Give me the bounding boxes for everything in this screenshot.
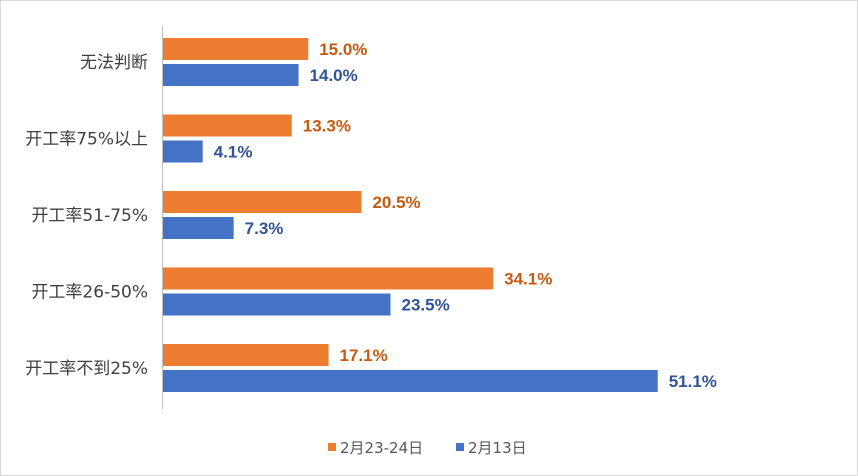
category-label: 开工率不到25% bbox=[25, 359, 148, 379]
category-label: 开工率26-50% bbox=[31, 283, 148, 303]
data-label: 17.1% bbox=[340, 346, 388, 365]
bar-feb13-1 bbox=[163, 140, 203, 163]
bar-feb23-24-2 bbox=[163, 191, 362, 213]
data-label: 7.3% bbox=[245, 219, 284, 238]
bar-feb13-0 bbox=[163, 64, 299, 86]
data-label: 51.1% bbox=[669, 372, 717, 391]
legend-swatch bbox=[328, 443, 336, 451]
category-label: 无法判断 bbox=[80, 53, 148, 73]
data-label: 13.3% bbox=[303, 117, 351, 136]
category-label: 开工率75%以上 bbox=[25, 130, 148, 150]
category-label: 开工率51-75% bbox=[31, 206, 148, 226]
data-label: 34.1% bbox=[504, 270, 552, 289]
bar-feb23-24-4 bbox=[163, 344, 329, 366]
bar-feb23-24-1 bbox=[163, 114, 292, 137]
data-label: 14.0% bbox=[310, 66, 358, 85]
legend-entry: 2月23-24日 bbox=[340, 439, 423, 457]
legend-entry: 2月13日 bbox=[468, 439, 527, 457]
legend: 2月23-24日 2月13日 bbox=[328, 439, 527, 457]
data-label: 4.1% bbox=[214, 143, 253, 162]
bar-feb13-2 bbox=[163, 217, 234, 239]
data-label: 15.0% bbox=[319, 40, 367, 59]
bar-feb23-24-0 bbox=[163, 38, 309, 60]
bar-feb23-24-3 bbox=[163, 267, 494, 290]
legend-swatch bbox=[456, 443, 464, 451]
data-label: 20.5% bbox=[372, 193, 420, 212]
data-label: 23.5% bbox=[402, 296, 450, 315]
bar-feb13-3 bbox=[163, 293, 391, 316]
bars-layer bbox=[163, 38, 658, 392]
value-labels: 15.0% 14.0% 13.3% 4.1% 20.5% 7.3% 34.1% 23.5% 17… bbox=[214, 40, 717, 391]
bar-feb13-4 bbox=[163, 370, 658, 392]
